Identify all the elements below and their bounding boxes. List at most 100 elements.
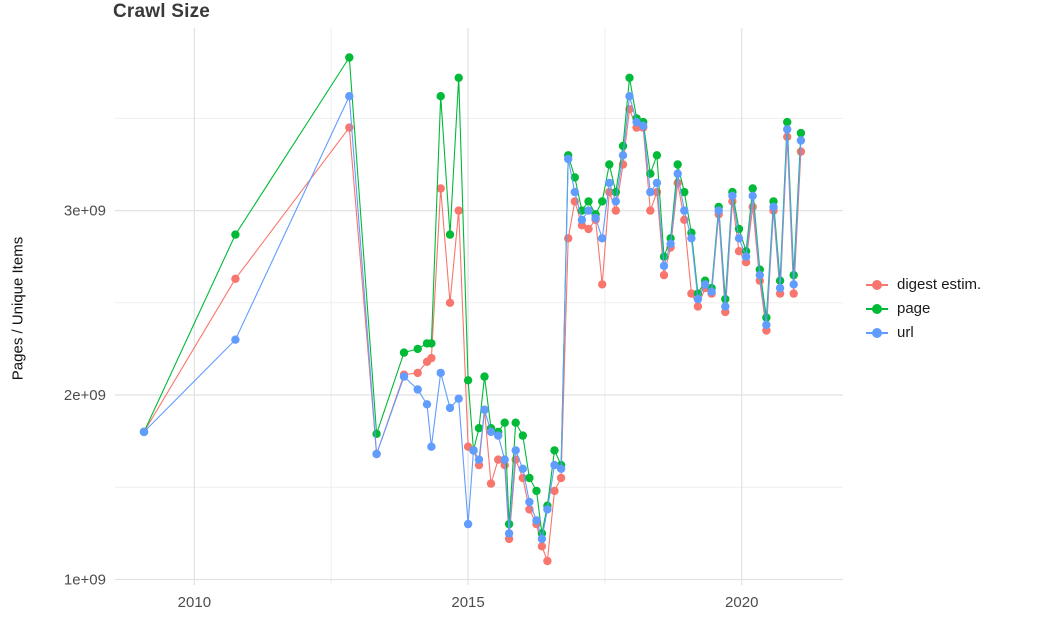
data-point xyxy=(618,151,628,160)
legend-label-page: page xyxy=(897,300,931,317)
data-point xyxy=(693,294,703,304)
data-point xyxy=(687,234,696,243)
series-line-digestestim xyxy=(143,109,802,562)
legend-key-page-icon xyxy=(866,301,888,317)
data-point xyxy=(532,486,541,496)
data-point xyxy=(504,519,514,529)
data-point xyxy=(598,197,607,206)
data-point xyxy=(652,178,662,188)
data-point xyxy=(748,202,757,212)
data-point xyxy=(463,519,473,529)
data-point xyxy=(605,178,614,188)
data-point xyxy=(372,449,381,459)
data-point xyxy=(494,455,503,464)
data-point xyxy=(605,160,614,169)
data-point xyxy=(532,516,541,525)
legend-label-url: url xyxy=(897,324,914,341)
data-point xyxy=(646,206,655,215)
data-point xyxy=(659,270,669,280)
data-point xyxy=(673,160,682,169)
legend-item-page: page xyxy=(866,300,981,317)
data-point xyxy=(789,280,798,289)
data-point xyxy=(734,234,744,243)
data-point xyxy=(666,239,675,248)
data-point xyxy=(474,424,484,433)
data-point xyxy=(707,287,716,296)
data-point xyxy=(525,473,534,483)
data-point xyxy=(687,289,696,298)
data-point xyxy=(632,117,641,127)
legend-key-url-icon xyxy=(866,325,888,341)
data-point xyxy=(436,92,445,101)
data-point xyxy=(734,224,744,234)
data-point xyxy=(659,261,669,271)
data-point xyxy=(494,431,503,440)
data-point xyxy=(625,92,634,101)
data-point xyxy=(480,405,489,414)
data-point xyxy=(525,497,534,507)
data-point xyxy=(584,224,593,234)
data-point xyxy=(762,320,771,330)
data-point xyxy=(399,372,409,381)
chart-legend: digest estim. page url xyxy=(866,276,981,341)
data-point xyxy=(500,418,509,427)
data-point xyxy=(693,302,703,311)
data-point xyxy=(413,385,422,394)
data-point xyxy=(796,147,806,156)
data-point xyxy=(413,368,422,378)
data-point xyxy=(748,184,757,193)
data-point xyxy=(543,556,552,566)
data-point xyxy=(591,213,600,223)
data-point xyxy=(511,446,520,455)
data-point xyxy=(783,117,792,127)
x-tick-label: 2020 xyxy=(725,594,758,611)
data-point xyxy=(372,429,381,438)
data-point xyxy=(480,372,489,381)
data-point xyxy=(445,403,455,413)
data-point xyxy=(564,234,573,243)
data-point xyxy=(700,280,710,289)
data-point xyxy=(231,230,240,239)
data-point xyxy=(611,206,620,215)
data-point xyxy=(537,534,547,544)
data-point xyxy=(345,92,354,101)
y-axis-title: Pages / Unique Items xyxy=(9,236,27,381)
data-point xyxy=(454,206,463,215)
data-point xyxy=(556,464,566,473)
data-point xyxy=(399,348,409,357)
data-point xyxy=(445,230,455,239)
data-point xyxy=(427,442,436,451)
data-point xyxy=(646,187,655,197)
data-point xyxy=(625,73,634,83)
data-point xyxy=(486,479,496,488)
data-point xyxy=(775,283,785,293)
data-point xyxy=(231,335,240,344)
data-point xyxy=(673,169,682,178)
data-point xyxy=(518,464,527,473)
data-point xyxy=(564,154,573,164)
data-point xyxy=(413,344,422,354)
data-point xyxy=(584,197,593,206)
data-point xyxy=(139,427,149,437)
data-point xyxy=(486,427,496,437)
data-point xyxy=(769,202,778,212)
y-tick-label: 1e+09 xyxy=(64,571,106,588)
x-tick-label: 2015 xyxy=(451,594,484,611)
legend-item-url: url xyxy=(866,324,981,341)
y-tick-label: 3e+09 xyxy=(64,203,106,220)
legend-key-digest-icon xyxy=(866,277,888,293)
data-point xyxy=(652,151,662,160)
data-point xyxy=(598,280,607,289)
data-point xyxy=(463,376,473,385)
data-point xyxy=(618,141,628,151)
legend-label-digest: digest estim. xyxy=(897,276,982,293)
x-tick-label: 2010 xyxy=(178,594,211,611)
data-point xyxy=(345,53,354,62)
legend-item-digest: digest estim. xyxy=(866,276,981,293)
data-point xyxy=(454,394,463,403)
data-point xyxy=(611,197,620,206)
data-point xyxy=(714,206,723,215)
data-point xyxy=(504,529,514,538)
data-point xyxy=(550,460,559,470)
data-point xyxy=(474,455,484,464)
